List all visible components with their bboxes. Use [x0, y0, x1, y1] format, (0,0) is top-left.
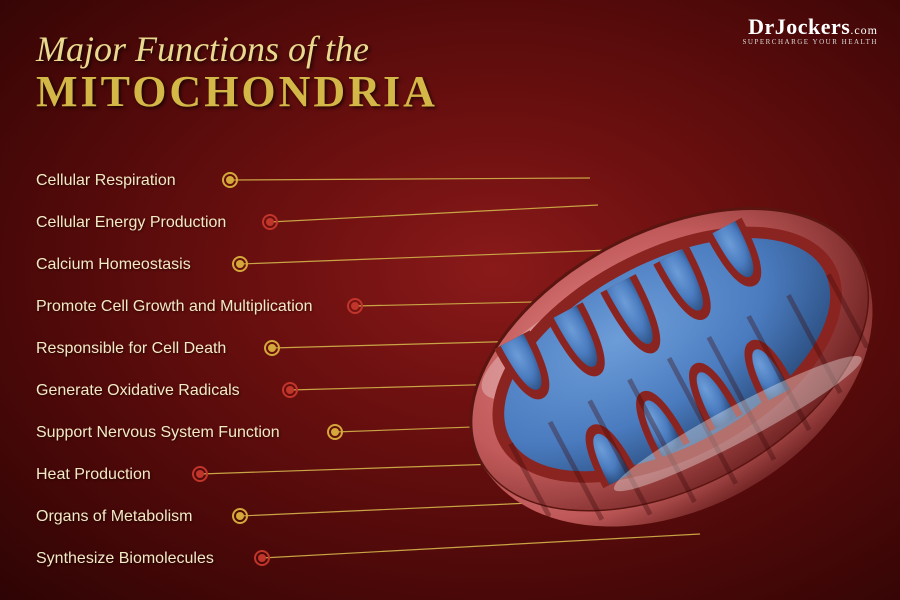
- list-item: Calcium Homeostasis: [36, 244, 376, 286]
- list-item-label: Organs of Metabolism: [36, 508, 193, 526]
- mito-crista: [494, 330, 560, 407]
- list-item-label: Synthesize Biomolecules: [36, 550, 214, 568]
- mito-crista: [653, 246, 722, 328]
- mito-ridge: [550, 422, 602, 520]
- list-item: Responsible for Cell Death: [36, 328, 376, 370]
- mito-crista: [734, 332, 796, 404]
- mito-crista: [575, 417, 637, 489]
- mito-specular: [606, 342, 870, 505]
- title-line1: Major Functions of the: [36, 28, 438, 70]
- mito-crista: [625, 383, 690, 460]
- brand-tld: .com: [850, 23, 878, 37]
- mito-ridge: [590, 401, 651, 515]
- title-line2: MITOCHONDRIA: [36, 66, 438, 117]
- mito-crista: [706, 218, 772, 295]
- mitochondrion-illustration: [440, 100, 900, 600]
- mito-crista-matrix: [636, 395, 684, 457]
- mito-ridge: [511, 444, 549, 515]
- brand-name: DrJockers.com: [743, 14, 879, 40]
- mito-crista: [600, 274, 672, 362]
- list-item: Heat Production: [36, 454, 376, 496]
- connector-line: [355, 300, 622, 306]
- list-item-label: Support Nervous System Function: [36, 424, 280, 442]
- list-item-label: Generate Oxidative Radicals: [36, 382, 240, 400]
- brand-logo: DrJockers.com SUPERCHARGE YOUR HEALTH: [743, 14, 879, 46]
- infographic-canvas: DrJockers.com SUPERCHARGE YOUR HEALTH Ma…: [0, 0, 900, 600]
- list-item-label: Calcium Homeostasis: [36, 256, 191, 274]
- mito-crista: [678, 355, 743, 432]
- brand-tagline: SUPERCHARGE YOUR HEALTH: [743, 38, 879, 46]
- title-block: Major Functions of the MITOCHONDRIA: [36, 28, 438, 117]
- list-item: Synthesize Biomolecules: [36, 538, 376, 580]
- list-item: Cellular Respiration: [36, 160, 376, 202]
- mito-crista-matrix: [689, 367, 737, 429]
- mito-matrix: [467, 190, 868, 520]
- mito-crista: [547, 302, 616, 384]
- mito-crista-matrix: [554, 306, 606, 373]
- mito-crista-matrix: [659, 249, 711, 316]
- mito-crista-matrix: [607, 277, 662, 349]
- connector-line: [335, 420, 665, 432]
- list-item-label: Cellular Respiration: [36, 172, 176, 190]
- list-item: Organs of Metabolism: [36, 496, 376, 538]
- list-item: Cellular Energy Production: [36, 202, 376, 244]
- mito-gloss: [464, 215, 766, 426]
- mito-crista-matrix: [745, 344, 790, 400]
- list-item-label: Cellular Energy Production: [36, 214, 226, 232]
- list-item-label: Heat Production: [36, 466, 151, 484]
- mito-ridge: [629, 379, 694, 502]
- mito-outer-membrane: [440, 146, 900, 574]
- mito-front-shell: [480, 259, 900, 593]
- list-item-label: Responsible for Cell Death: [36, 340, 226, 358]
- mito-crista-matrix: [586, 429, 631, 485]
- mito-ridge: [749, 316, 810, 430]
- function-list: Cellular Respiration Cellular Energy Pro…: [36, 160, 376, 580]
- mito-crista-matrix: [712, 221, 761, 283]
- mito-ridge: [709, 337, 774, 460]
- list-item: Support Nervous System Function: [36, 412, 376, 454]
- list-item-label: Promote Cell Growth and Multiplication: [36, 298, 313, 316]
- list-item: Promote Cell Growth and Multiplication: [36, 286, 376, 328]
- mito-ridge: [788, 295, 840, 393]
- mito-ridge: [828, 275, 866, 346]
- mito-inner-rim: [451, 174, 884, 536]
- brand-text: DrJockers: [748, 14, 850, 39]
- list-item: Generate Oxidative Radicals: [36, 370, 376, 412]
- mito-ridge: [669, 358, 736, 483]
- mito-crista-matrix: [501, 334, 550, 396]
